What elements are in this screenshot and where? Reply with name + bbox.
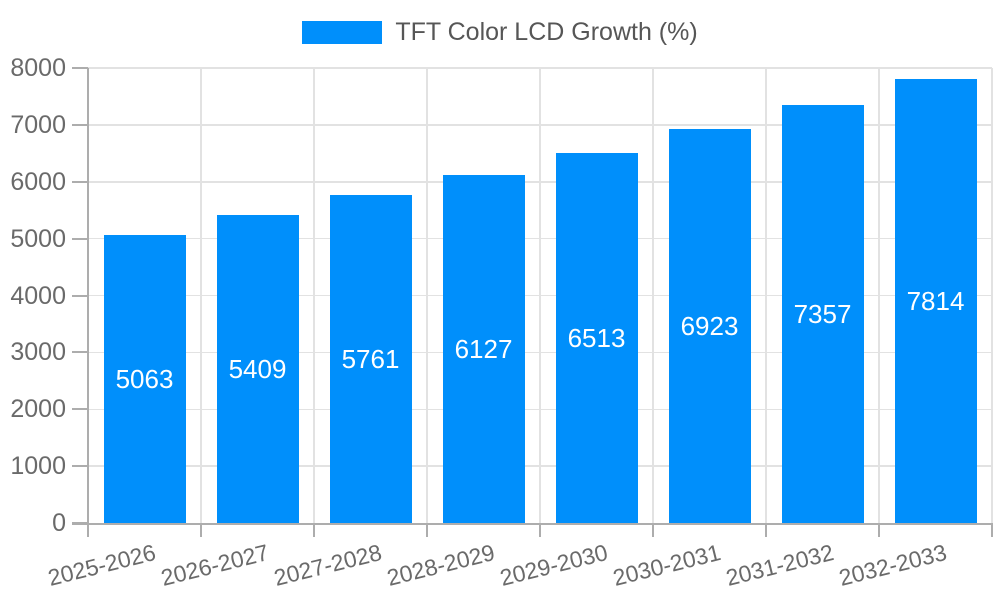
- x-gridline: [991, 68, 993, 523]
- y-axis-tick-label: 5000: [10, 224, 66, 253]
- x-axis-line: [72, 523, 992, 525]
- y-axis-tick-label: 1000: [10, 452, 66, 481]
- x-axis-tick: [426, 523, 428, 537]
- y-axis-tick-label: 0: [52, 509, 66, 537]
- x-axis-tick: [765, 523, 767, 537]
- y-axis-tick: [72, 351, 88, 354]
- x-axis-category-label: 2027-2028: [270, 539, 384, 591]
- x-gridline: [426, 68, 428, 523]
- bar[interactable]: 6923: [668, 129, 751, 523]
- x-axis-tick: [200, 523, 202, 537]
- x-axis-category-label: 2028-2029: [383, 539, 497, 591]
- bar-value-label: 6923: [680, 311, 739, 342]
- bar-value-label: 5063: [115, 364, 174, 394]
- bar-value-label: 6513: [567, 322, 626, 353]
- x-gridline: [313, 68, 315, 523]
- legend-item[interactable]: TFT Color LCD Growth (%): [0, 16, 1000, 48]
- y-axis-tick-label: 3000: [10, 338, 66, 367]
- x-gridline: [878, 68, 880, 523]
- x-gridline: [200, 68, 202, 523]
- bar-value-label: 7814: [906, 285, 965, 316]
- bar-value-label: 7357: [793, 298, 852, 329]
- y-axis-tick: [72, 237, 88, 240]
- legend-label: TFT Color LCD Growth (%): [395, 18, 698, 46]
- x-axis-category-label: 2026-2027: [157, 539, 271, 591]
- y-axis-tick-label: 2000: [10, 395, 66, 424]
- bar[interactable]: 5761: [329, 195, 412, 523]
- y-axis-line: [87, 68, 89, 537]
- bar[interactable]: 6127: [442, 174, 525, 523]
- bar[interactable]: 7357: [781, 104, 864, 523]
- x-axis-category-label: 2030-2031: [609, 539, 723, 591]
- x-axis-tick: [878, 523, 880, 537]
- x-gridline: [652, 68, 654, 523]
- x-axis-category-label: 2032-2033: [835, 539, 949, 591]
- bar[interactable]: 5409: [216, 215, 299, 523]
- y-axis-tick: [72, 180, 88, 183]
- y-axis-tick-label: 8000: [10, 54, 66, 82]
- x-axis-tick: [991, 523, 993, 537]
- y-axis-tick-label: 4000: [10, 281, 66, 310]
- x-gridline: [539, 68, 541, 523]
- y-axis-tick-label: 7000: [10, 110, 66, 139]
- x-axis-category-label: 2029-2030: [496, 539, 610, 591]
- x-axis-tick: [313, 523, 315, 537]
- x-axis-category-label: 2025-2026: [44, 539, 158, 591]
- y-axis-tick: [72, 408, 88, 411]
- x-axis-tick: [539, 523, 541, 537]
- bar-value-label: 5409: [228, 354, 287, 385]
- bar[interactable]: 6513: [555, 152, 638, 523]
- y-axis-tick: [72, 123, 88, 126]
- y-axis-tick-label: 6000: [10, 167, 66, 196]
- legend-swatch: [302, 20, 383, 44]
- x-gridline: [765, 68, 767, 523]
- x-axis-category-label: 2031-2032: [722, 539, 836, 591]
- bar-value-label: 6127: [454, 333, 513, 364]
- y-axis-tick: [72, 294, 88, 297]
- bar[interactable]: 5063: [103, 235, 186, 523]
- bar[interactable]: 7814: [894, 78, 977, 523]
- y-axis-tick: [72, 67, 88, 69]
- bar-value-label: 5761: [341, 344, 400, 375]
- x-axis-tick: [652, 523, 654, 537]
- y-axis-tick: [72, 465, 88, 468]
